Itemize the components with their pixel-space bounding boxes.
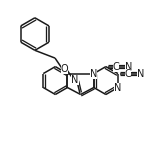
Text: O: O [60,64,68,74]
Text: N: N [114,82,122,93]
Text: N: N [125,62,132,72]
Text: N: N [137,69,144,79]
Text: N: N [71,75,79,85]
Text: C: C [113,62,119,72]
Text: C: C [125,69,131,79]
Text: N: N [90,69,97,79]
